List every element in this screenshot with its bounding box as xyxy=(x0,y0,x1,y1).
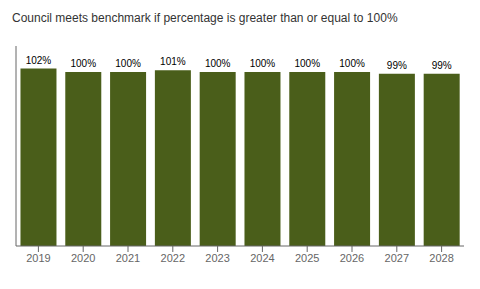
svg-text:2023: 2023 xyxy=(205,252,229,264)
svg-text:2021: 2021 xyxy=(116,252,140,264)
svg-text:2024: 2024 xyxy=(250,252,274,264)
svg-text:100%: 100% xyxy=(294,58,320,69)
svg-text:2028: 2028 xyxy=(429,252,453,264)
svg-text:101%: 101% xyxy=(160,56,186,67)
svg-text:2020: 2020 xyxy=(71,252,95,264)
svg-text:99%: 99% xyxy=(432,60,452,71)
svg-text:102%: 102% xyxy=(26,55,52,66)
svg-text:99%: 99% xyxy=(387,60,407,71)
svg-text:2026: 2026 xyxy=(340,252,364,264)
svg-text:2027: 2027 xyxy=(385,252,409,264)
svg-text:100%: 100% xyxy=(339,58,365,69)
svg-text:2019: 2019 xyxy=(26,252,50,264)
html-text:Council meets benchmark if per: Council meets benchmark if percentage is… xyxy=(12,11,398,25)
svg-text:100%: 100% xyxy=(70,58,96,69)
svg-text:2022: 2022 xyxy=(161,252,185,264)
svg-text:100%: 100% xyxy=(250,58,276,69)
svg-text:100%: 100% xyxy=(115,58,141,69)
svg-text:2025: 2025 xyxy=(295,252,319,264)
svg-text:100%: 100% xyxy=(205,58,231,69)
